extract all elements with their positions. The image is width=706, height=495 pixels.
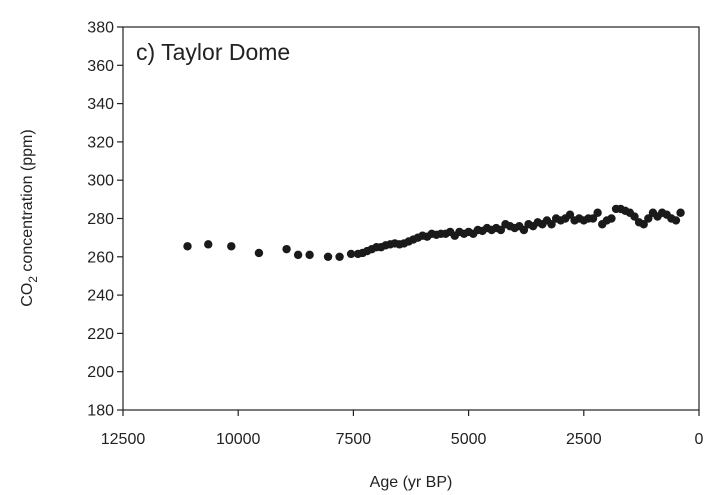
y-axis: 180 200 220 240 260 280 300 320 340 360 380	[87, 20, 123, 420]
data-points	[183, 204, 685, 261]
y-axis-title: CO2 concentration (ppm)	[19, 129, 40, 306]
x-tick-label: 10000	[216, 431, 261, 448]
data-point	[346, 249, 356, 259]
y-tick-label: 240	[87, 288, 114, 305]
y-tick-label: 220	[87, 326, 114, 343]
x-tick-label: 5000	[451, 431, 487, 448]
data-point	[305, 250, 314, 260]
data-point	[254, 248, 264, 258]
x-tick-label: 12500	[101, 431, 146, 448]
y-axis-title-main: CO	[19, 283, 36, 307]
panel-title: c) Taylor Dome	[136, 39, 290, 65]
data-point	[323, 252, 333, 261]
data-point	[676, 208, 685, 217]
data-point	[335, 252, 344, 261]
data-point	[282, 244, 291, 254]
x-tick-label: 0	[695, 431, 704, 448]
y-axis-title-rest: concentration (ppm)	[19, 129, 36, 276]
y-axis-title-subscript: 2	[26, 276, 40, 283]
y-tick-label: 280	[87, 211, 114, 228]
y-tick-label: 380	[87, 20, 114, 37]
data-point	[227, 242, 236, 251]
data-point	[630, 212, 639, 221]
data-point	[671, 216, 681, 225]
data-point	[639, 220, 648, 229]
data-point	[183, 242, 192, 251]
data-point	[593, 208, 602, 217]
data-point	[644, 214, 653, 223]
data-point	[293, 250, 303, 260]
x-tick-label: 7500	[336, 431, 372, 448]
data-point	[547, 220, 556, 229]
data-point	[496, 225, 506, 235]
y-tick-label: 300	[87, 173, 114, 190]
data-point	[204, 240, 213, 249]
data-point	[588, 214, 598, 223]
data-point	[607, 214, 616, 223]
x-axis: 12500 10000 7500 5000 2500 0	[101, 410, 704, 448]
y-tick-label: 340	[87, 96, 114, 113]
y-tick-label: 320	[87, 134, 114, 151]
data-point	[565, 210, 575, 219]
y-tick-label: 180	[87, 403, 114, 420]
x-tick-label: 2500	[566, 431, 602, 448]
data-point	[519, 225, 529, 235]
y-tick-label: 200	[87, 364, 114, 381]
y-tick-label: 360	[87, 58, 114, 75]
y-tick-label: 260	[87, 249, 114, 266]
x-axis-title: Age (yr BP)	[370, 474, 453, 491]
